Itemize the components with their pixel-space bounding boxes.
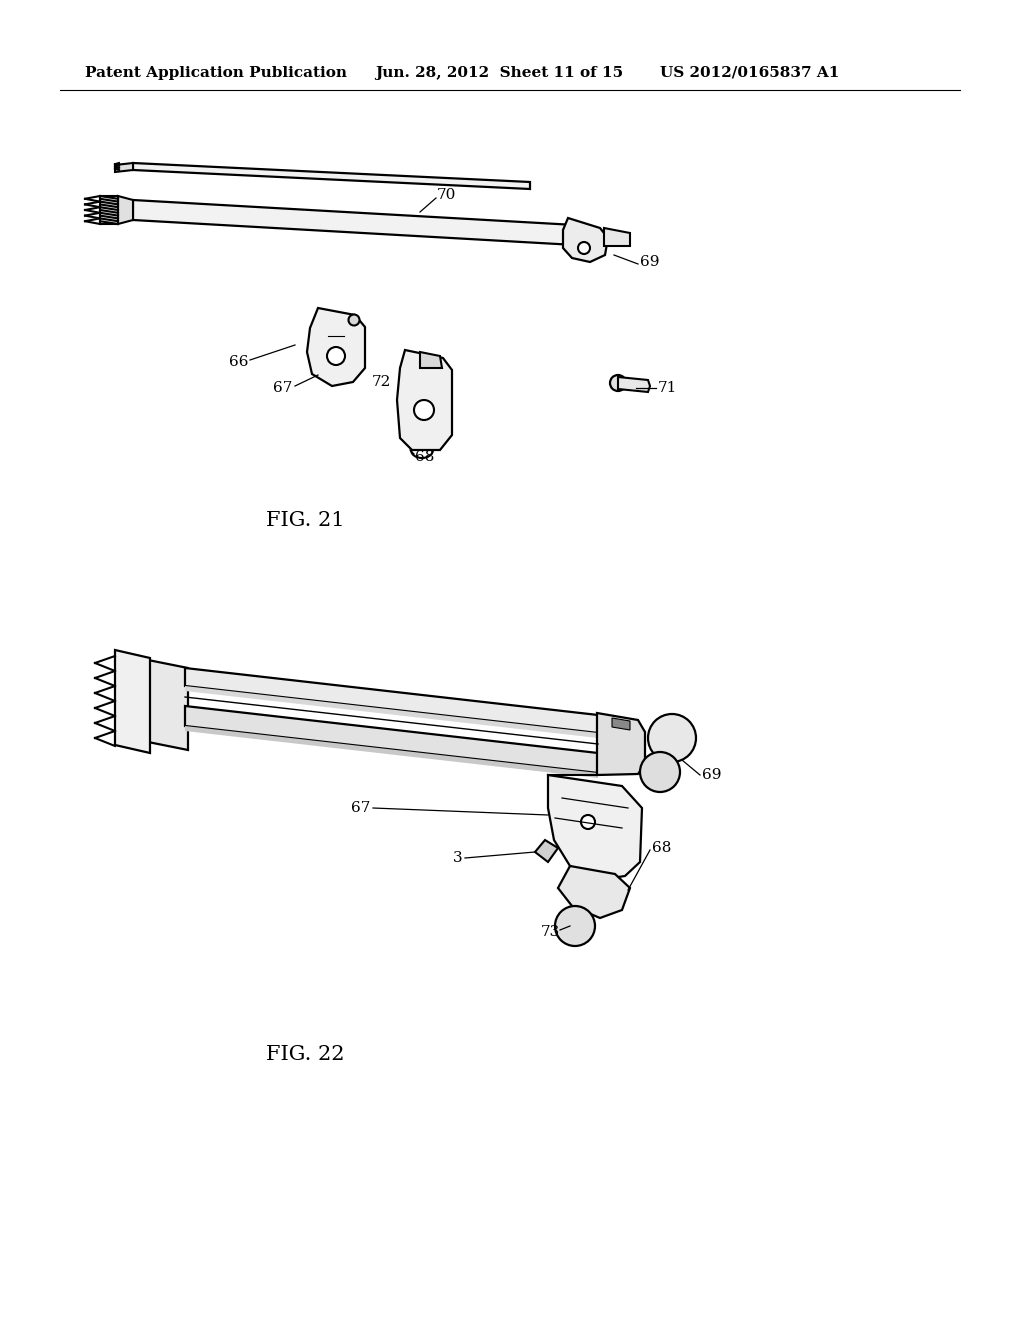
Text: 3: 3 xyxy=(453,851,462,865)
Circle shape xyxy=(581,814,595,829)
Circle shape xyxy=(555,906,595,946)
Polygon shape xyxy=(563,218,608,261)
Polygon shape xyxy=(420,352,442,368)
Polygon shape xyxy=(118,195,133,224)
Text: 67: 67 xyxy=(350,801,370,814)
Polygon shape xyxy=(307,308,365,385)
Text: 69: 69 xyxy=(702,768,722,781)
Circle shape xyxy=(640,752,680,792)
Text: Patent Application Publication: Patent Application Publication xyxy=(85,66,347,81)
Text: 71: 71 xyxy=(658,381,677,395)
Polygon shape xyxy=(115,649,150,752)
Circle shape xyxy=(648,714,696,762)
Polygon shape xyxy=(397,350,452,450)
Circle shape xyxy=(578,242,590,253)
Text: 73: 73 xyxy=(541,925,560,939)
Circle shape xyxy=(414,400,434,420)
Text: 68: 68 xyxy=(652,841,672,855)
Text: Jun. 28, 2012  Sheet 11 of 15: Jun. 28, 2012 Sheet 11 of 15 xyxy=(375,66,624,81)
Text: US 2012/0165837 A1: US 2012/0165837 A1 xyxy=(660,66,840,81)
Text: 69: 69 xyxy=(640,255,659,269)
Polygon shape xyxy=(185,706,598,774)
Polygon shape xyxy=(535,840,558,862)
Polygon shape xyxy=(612,718,630,730)
Polygon shape xyxy=(185,668,598,733)
Polygon shape xyxy=(185,686,598,738)
Polygon shape xyxy=(185,726,598,777)
Circle shape xyxy=(327,347,345,366)
Polygon shape xyxy=(100,195,118,224)
Polygon shape xyxy=(548,775,642,880)
Circle shape xyxy=(348,314,359,326)
Text: FIG. 21: FIG. 21 xyxy=(265,511,344,529)
Circle shape xyxy=(610,375,626,391)
Text: FIG. 22: FIG. 22 xyxy=(266,1045,344,1064)
Text: 70: 70 xyxy=(437,187,457,202)
Text: 68: 68 xyxy=(415,450,434,465)
Text: 66: 66 xyxy=(228,355,248,370)
Polygon shape xyxy=(558,866,630,917)
Text: 67: 67 xyxy=(272,381,292,395)
Text: 72: 72 xyxy=(372,375,391,389)
Polygon shape xyxy=(133,201,575,246)
Polygon shape xyxy=(597,713,645,775)
Polygon shape xyxy=(604,228,630,246)
Polygon shape xyxy=(133,162,530,189)
Polygon shape xyxy=(115,162,133,172)
Polygon shape xyxy=(148,660,188,750)
Polygon shape xyxy=(618,378,650,392)
